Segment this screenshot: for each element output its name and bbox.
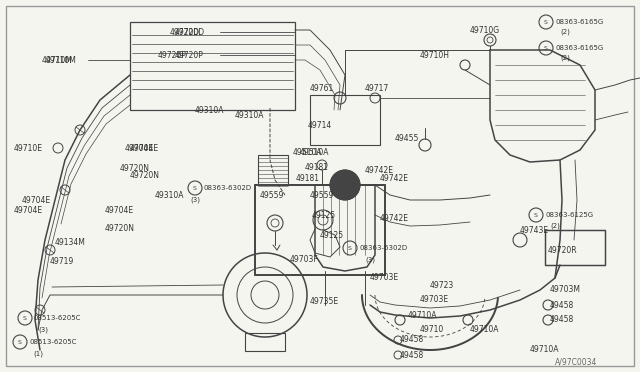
Text: 49458: 49458 [400,350,424,359]
Text: 49720P: 49720P [175,51,204,60]
Text: 08513-6205C: 08513-6205C [34,315,81,321]
Text: 49720D: 49720D [170,28,200,36]
Text: 49719: 49719 [50,257,74,266]
Text: (3): (3) [38,327,48,333]
Text: 49710E: 49710E [14,144,43,153]
Text: 49703E: 49703E [370,273,399,282]
Circle shape [330,170,360,200]
Bar [258,155,288,190]
Text: 49710M: 49710M [46,55,77,64]
Text: (3): (3) [190,197,200,203]
Text: 08363-6165G: 08363-6165G [555,45,604,51]
Text: 49710: 49710 [420,326,444,334]
Text: A/97C0034: A/97C0034 [555,357,597,366]
Text: 49742E: 49742E [380,214,409,222]
Text: 49720N: 49720N [120,164,150,173]
Text: 49704E: 49704E [14,205,43,215]
Text: 49710M: 49710M [42,55,73,64]
Text: 49458: 49458 [550,315,574,324]
Text: 08363-6125G: 08363-6125G [545,212,593,218]
Text: 49703M: 49703M [550,285,581,295]
Bar [545,230,605,265]
Text: 49704E: 49704E [130,144,159,153]
Text: S: S [544,45,548,51]
Text: 49703E: 49703E [420,295,449,305]
Bar [310,95,380,145]
Text: 49510A: 49510A [300,148,330,157]
Text: 49458: 49458 [550,301,574,310]
Text: 49704E: 49704E [125,144,154,153]
Text: 08363-6165G: 08363-6165G [555,19,604,25]
Text: 49714: 49714 [308,121,332,129]
Text: 49720N: 49720N [130,170,160,180]
Text: 49125: 49125 [320,231,344,240]
Text: 49458: 49458 [400,336,424,344]
Text: 49710A: 49710A [470,326,499,334]
Text: 49710A: 49710A [530,346,559,355]
Text: 49125: 49125 [312,211,336,219]
Text: (2): (2) [550,223,560,229]
Text: 49720R: 49720R [548,246,578,254]
Bar [255,185,385,275]
Text: (1): (1) [33,351,43,357]
Text: 49455: 49455 [395,134,419,142]
Text: 49710G: 49710G [470,26,500,35]
Text: S: S [18,340,22,344]
Text: 49310A: 49310A [155,190,184,199]
Text: 49710A: 49710A [408,311,438,320]
Bar [545,230,605,265]
Text: 49181: 49181 [305,163,329,171]
Text: 49735E: 49735E [310,298,339,307]
Text: 49743E: 49743E [520,225,549,234]
Text: 49720D: 49720D [175,28,205,36]
Text: S: S [348,246,352,250]
Text: S: S [23,315,27,321]
Text: 49134M: 49134M [55,237,86,247]
Text: S: S [534,212,538,218]
Text: 49703F: 49703F [290,256,319,264]
Text: S: S [193,186,197,190]
Text: S: S [544,19,548,25]
Text: 49723: 49723 [430,280,454,289]
Text: 49742E: 49742E [380,173,409,183]
Text: 49704E: 49704E [105,205,134,215]
Text: 49710H: 49710H [420,51,450,60]
Text: 49510A: 49510A [293,148,323,157]
Text: (2): (2) [560,55,570,61]
Text: (2): (2) [560,29,570,35]
Text: 49181: 49181 [296,173,320,183]
Text: 49720P: 49720P [158,51,187,60]
Text: 49761: 49761 [310,83,334,93]
Text: 49704E: 49704E [22,196,51,205]
Text: 08513-6205C: 08513-6205C [29,339,76,345]
Text: 08363-6302D: 08363-6302D [359,245,407,251]
Text: 49559: 49559 [260,190,284,199]
Text: 08363-6302D: 08363-6302D [204,185,252,191]
Bar [255,185,385,275]
Text: 49717: 49717 [365,83,389,93]
Text: 49559: 49559 [310,190,334,199]
Text: 49310A: 49310A [195,106,225,115]
Text: 49720N: 49720N [105,224,135,232]
Bar [130,22,295,110]
Bar [245,333,285,351]
Text: 49742E: 49742E [365,166,394,174]
Text: (3): (3) [365,257,375,263]
Text: 49310A: 49310A [235,110,264,119]
